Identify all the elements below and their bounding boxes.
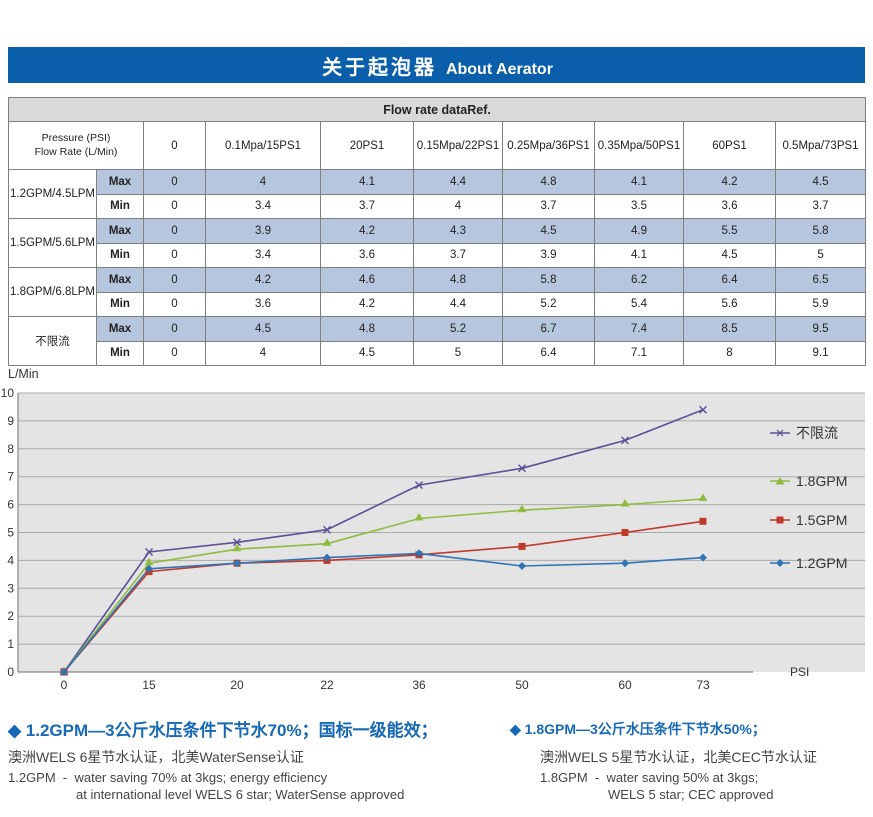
svg-text:7: 7 (7, 470, 14, 484)
svg-text:1.5GPM: 1.5GPM (796, 512, 847, 528)
svg-text:0: 0 (7, 665, 14, 679)
svg-text:1.8GPM: 1.8GPM (796, 473, 847, 489)
svg-text:36: 36 (412, 678, 426, 692)
svg-text:PSI: PSI (790, 665, 809, 679)
svg-text:不限流: 不限流 (796, 425, 838, 441)
svg-text:3: 3 (7, 581, 14, 595)
svg-text:15: 15 (142, 678, 156, 692)
svg-text:8: 8 (7, 442, 14, 456)
svg-text:60: 60 (618, 678, 632, 692)
svg-text:9: 9 (7, 414, 14, 428)
svg-text:2: 2 (7, 609, 14, 623)
svg-text:20: 20 (230, 678, 244, 692)
svg-text:22: 22 (320, 678, 334, 692)
svg-text:5: 5 (7, 526, 14, 540)
svg-text:1: 1 (7, 637, 14, 651)
svg-text:10: 10 (1, 386, 15, 400)
svg-text:50: 50 (515, 678, 529, 692)
svg-text:4: 4 (7, 553, 14, 567)
svg-text:6: 6 (7, 498, 14, 512)
svg-text:1.2GPM: 1.2GPM (796, 555, 847, 571)
svg-text:73: 73 (696, 678, 710, 692)
svg-text:0: 0 (61, 678, 68, 692)
